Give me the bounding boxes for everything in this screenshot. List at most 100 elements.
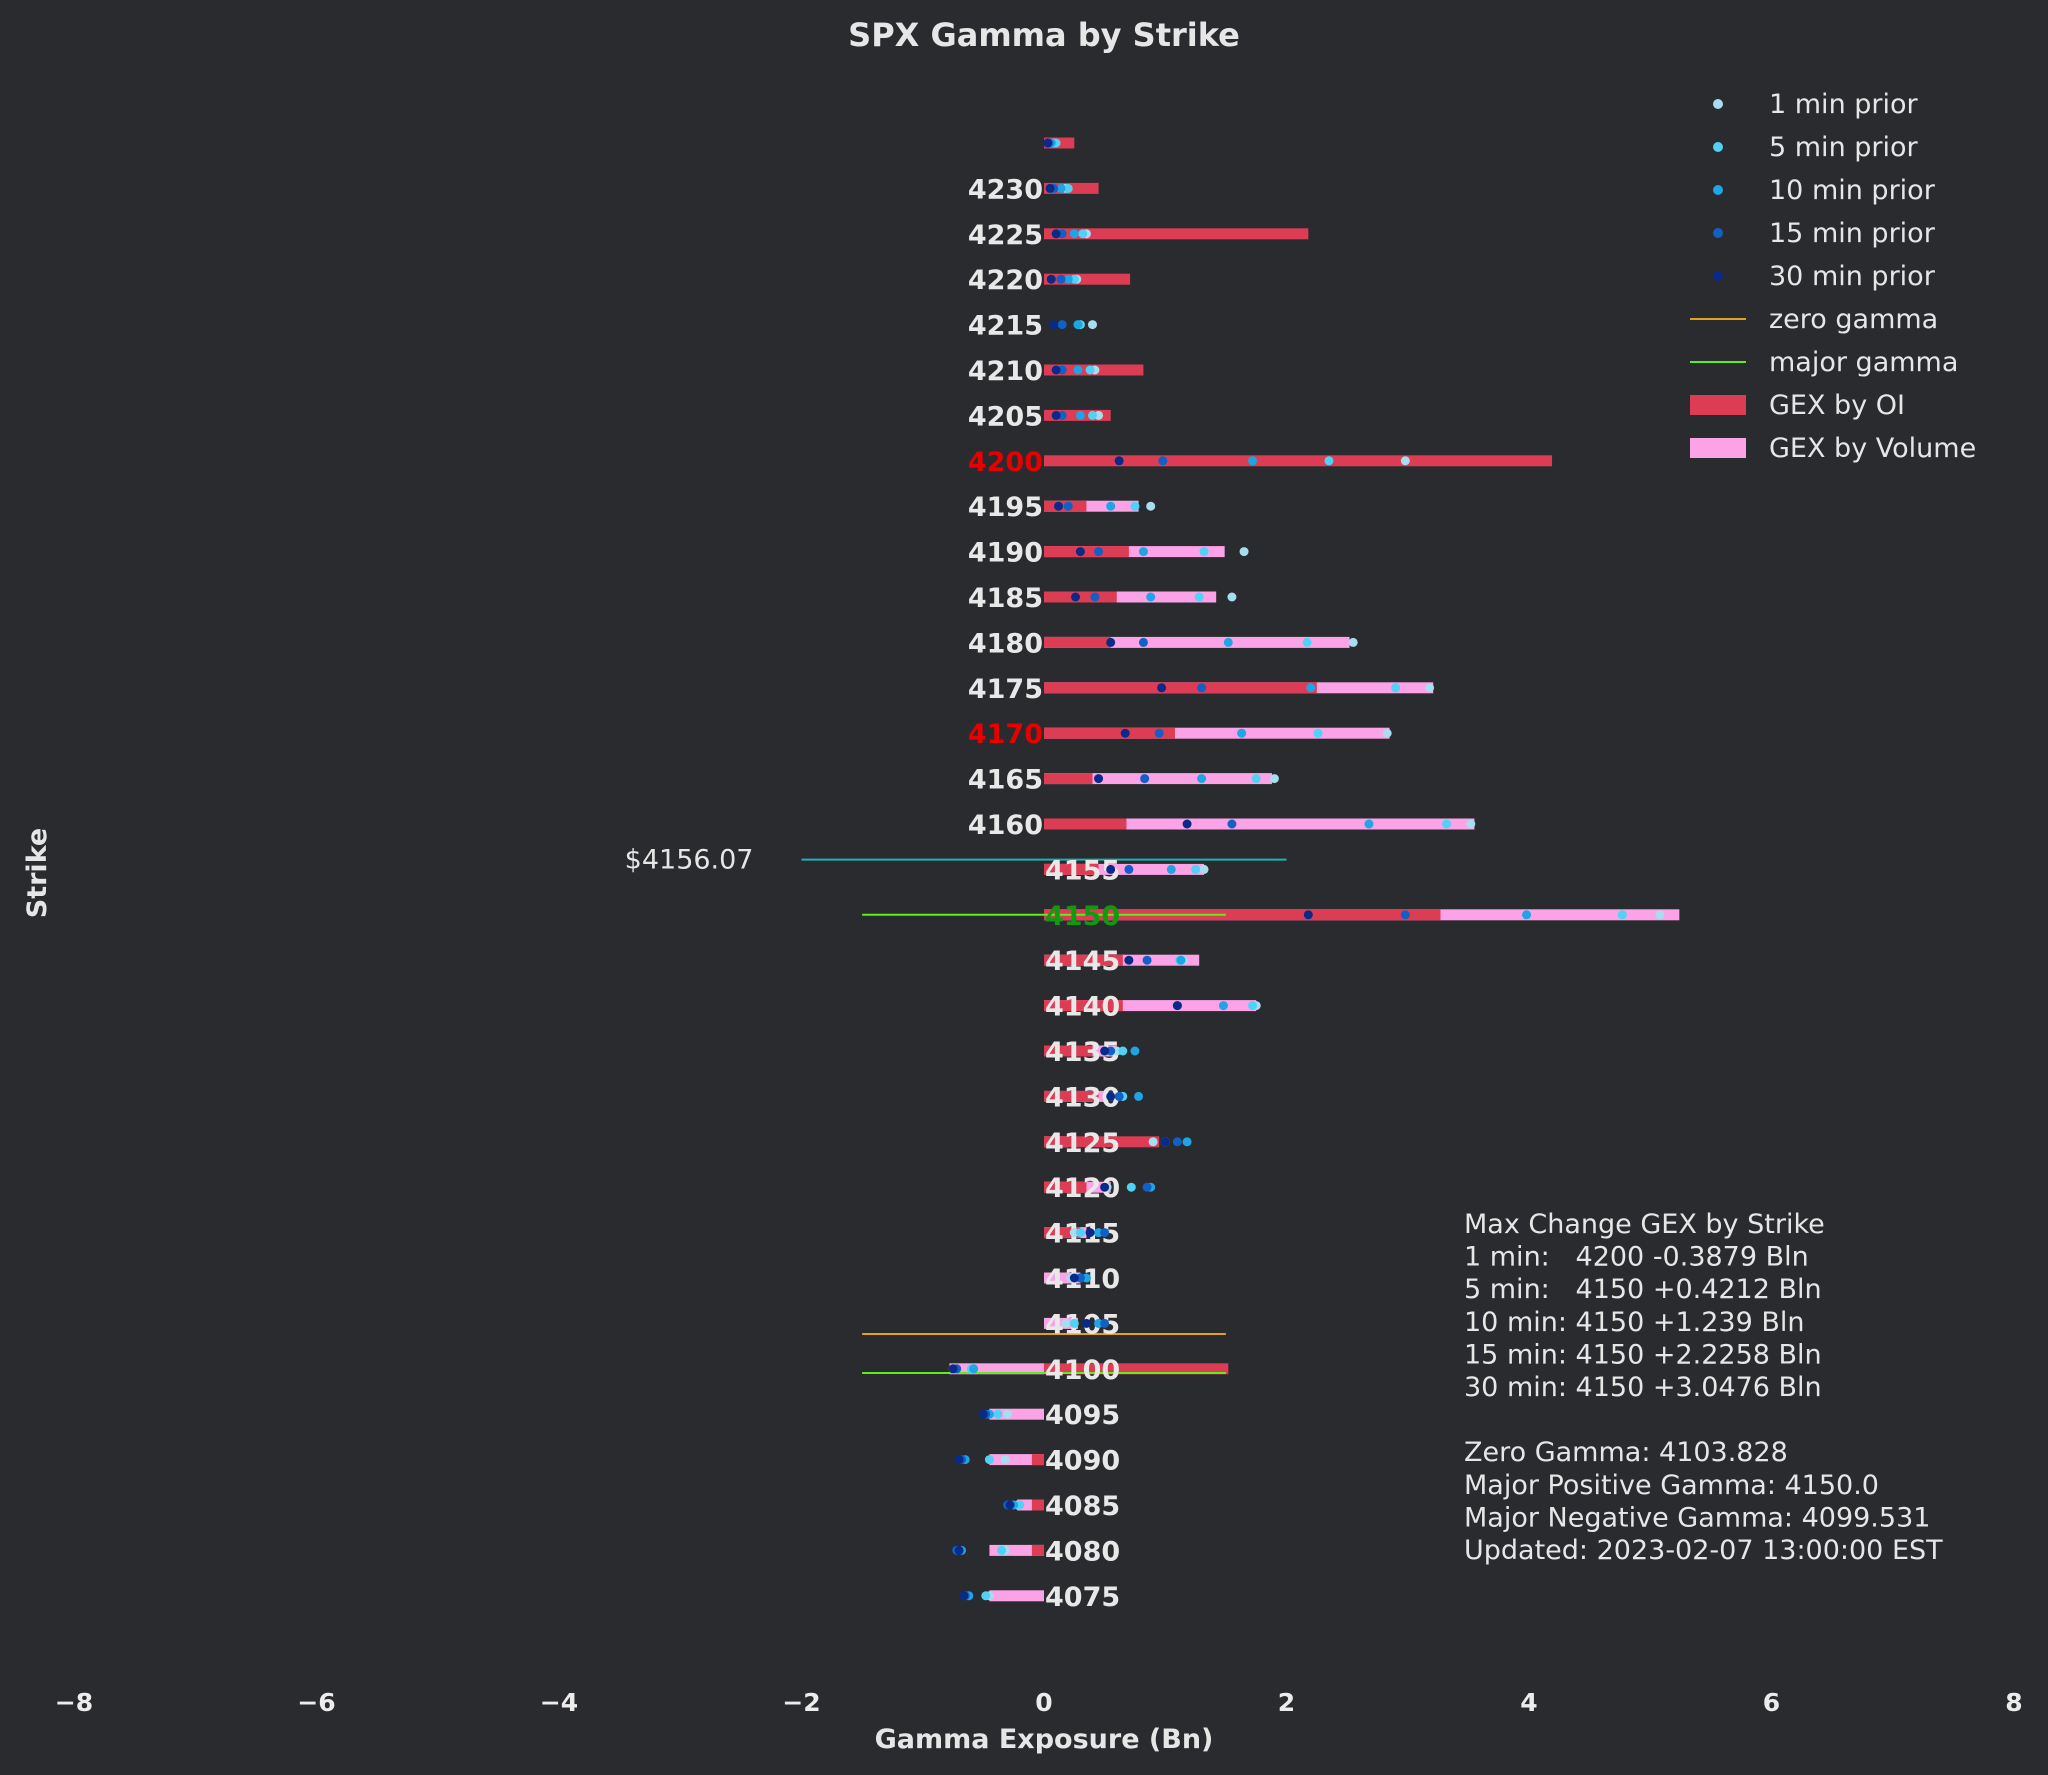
gex-oi-bar [1044, 863, 1099, 875]
gex-volume-bar [1017, 1499, 1044, 1511]
prior-dot [1051, 365, 1061, 375]
strike-label: 4200 [968, 447, 1043, 478]
legend-swatch [1690, 438, 1746, 458]
prior-dot [1043, 138, 1053, 148]
prior-dot [1182, 1137, 1192, 1147]
prior-dot [1085, 365, 1095, 375]
strike-label: 4210 [968, 356, 1043, 387]
prior-dot [1005, 1500, 1015, 1510]
prior-dot [1106, 637, 1116, 647]
prior-dot [1197, 774, 1207, 784]
gex-volume-bar [1044, 636, 1350, 648]
prior-dot [1126, 1182, 1136, 1192]
prior-dot [969, 1364, 979, 1374]
prior-dot [1120, 728, 1130, 738]
prior-dot [1130, 1046, 1140, 1056]
legend-marker [1713, 99, 1723, 109]
prior-dot [954, 1545, 964, 1555]
gex-oi-bar [1044, 1363, 1229, 1375]
prior-dot [1069, 1273, 1079, 1283]
gex-oi-bar [1044, 1090, 1099, 1102]
prior-dot [1306, 683, 1316, 693]
prior-dot [1090, 592, 1100, 602]
gex-volume-bar [949, 1363, 1044, 1375]
prior-dot [1239, 547, 1249, 557]
gex-oi-bar [1044, 273, 1131, 285]
prior-dot [1130, 501, 1140, 511]
x-tick-label: 4 [1520, 1688, 1537, 1717]
gex-volume-bar [989, 1454, 1044, 1466]
legend-label: 1 min prior [1769, 89, 1919, 120]
prior-dot [993, 1409, 1003, 1419]
gex-oi-bar [1044, 546, 1129, 558]
prior-dot [1106, 501, 1116, 511]
gex-oi-bar [1044, 1136, 1160, 1148]
prior-dot [1046, 274, 1056, 284]
gex-oi-bar [1044, 1000, 1123, 1012]
strike-label: 4080 [1045, 1536, 1120, 1567]
x-tick-label: −4 [540, 1688, 578, 1717]
x-tick-label: 8 [2005, 1688, 2022, 1717]
legend-label: zero gamma [1769, 304, 1938, 335]
prior-dot [1057, 320, 1067, 330]
prior-dot [1223, 637, 1233, 647]
strike-label: 4165 [968, 765, 1043, 796]
gex-oi-bar [1031, 1544, 1044, 1556]
prior-dot [1172, 1137, 1182, 1147]
gex-volume-bar [1044, 1317, 1078, 1329]
prior-dot [1391, 683, 1401, 693]
prior-dot [1218, 1001, 1228, 1011]
prior-dot [1248, 1001, 1258, 1011]
prior-dot [1069, 1318, 1079, 1328]
prior-dot [1157, 683, 1167, 693]
strike-label: 4180 [968, 628, 1043, 659]
prior-dot [1199, 547, 1209, 557]
prior-dot [1073, 320, 1083, 330]
strike-label: 4160 [968, 810, 1043, 841]
legend-marker [1713, 142, 1723, 152]
legend-marker [1713, 185, 1723, 195]
prior-dot [1088, 320, 1097, 330]
prior-dot [1158, 456, 1168, 466]
strike-label: 4215 [968, 311, 1043, 342]
x-tick-label: −6 [297, 1688, 335, 1717]
gex-oi-bar [1044, 591, 1117, 603]
legend-label: 30 min prior [1769, 261, 1936, 292]
gex-oi-bar [1031, 1499, 1044, 1511]
x-tick-label: 2 [1278, 1688, 1295, 1717]
prior-dot [997, 1545, 1007, 1555]
prior-dot [1081, 1318, 1091, 1328]
prior-dot [1466, 819, 1476, 829]
prior-dot [1138, 547, 1148, 557]
legend-label: GEX by OI [1769, 390, 1905, 421]
prior-dot [1075, 547, 1085, 557]
prior-dot [1237, 728, 1247, 738]
prior-dot [1100, 1182, 1110, 1192]
prior-dot [1075, 1228, 1085, 1238]
prior-dot [1073, 365, 1083, 375]
prior-dot [1194, 592, 1204, 602]
gex-oi-bar [1044, 228, 1309, 240]
prior-dot [1003, 1409, 1013, 1419]
gex-volume-bar [989, 1590, 1044, 1602]
info-line: Major Negative Gamma: 4099.531 [1464, 1502, 1930, 1533]
gex-volume-bar [1044, 546, 1225, 558]
legend-marker [1713, 228, 1723, 238]
prior-dot [1182, 819, 1192, 829]
strike-label: 4145 [1045, 946, 1120, 977]
strike-label: 4095 [1045, 1400, 1120, 1431]
info-line: 30 min: 4150 +3.0476 Bln [1464, 1372, 1822, 1403]
prior-dot [1522, 910, 1532, 920]
prior-dot [959, 1591, 969, 1601]
prior-dot [1313, 728, 1323, 738]
prior-dot [1078, 229, 1088, 239]
prior-dot [1094, 774, 1104, 784]
prior-dot [1114, 456, 1124, 466]
prior-dot [1056, 183, 1066, 193]
gex-volume-bar [1044, 863, 1205, 875]
prior-dot [1054, 501, 1064, 511]
legend-swatch [1690, 395, 1746, 415]
prior-dot [1382, 728, 1392, 738]
gex-oi-bar [1044, 1045, 1093, 1057]
prior-dot [1085, 1228, 1095, 1238]
